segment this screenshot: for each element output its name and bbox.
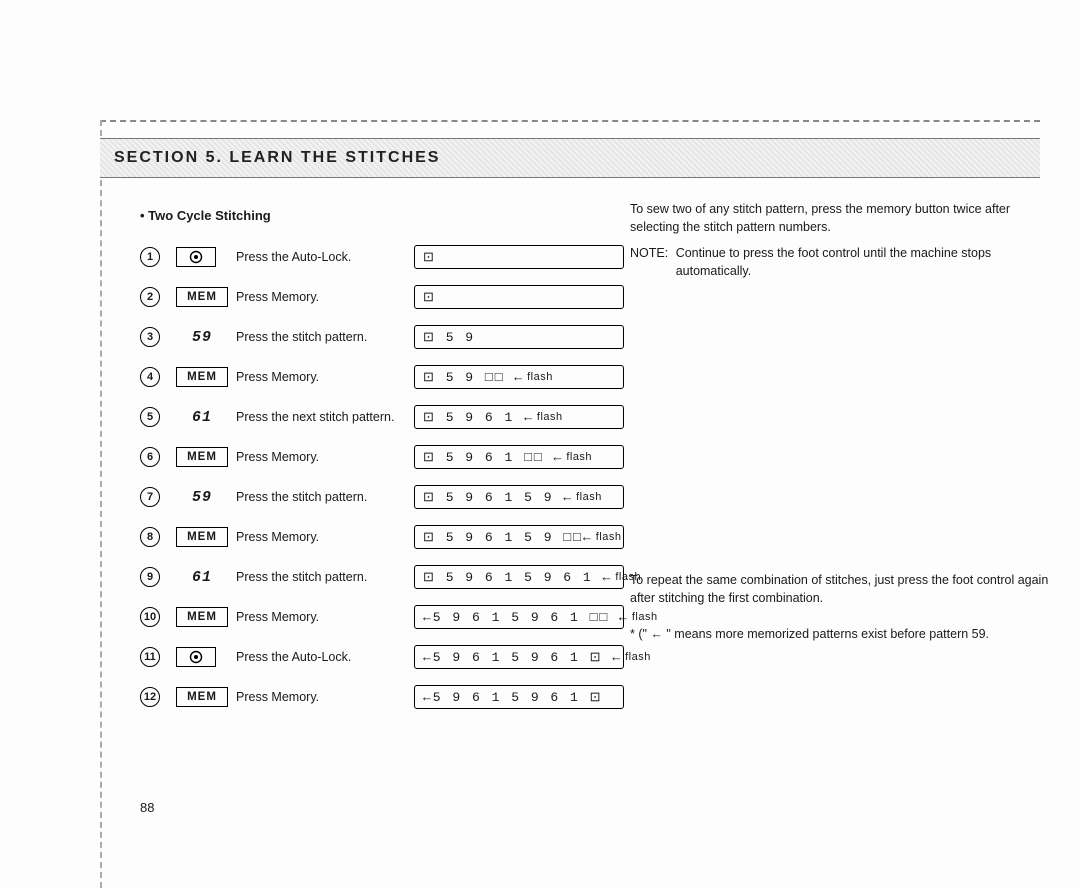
autolock-key bbox=[176, 647, 216, 667]
step-instruction: Press Memory. bbox=[236, 690, 406, 704]
lcd-display: ←5 9 6 1 5 9 6 1 ⊡ bbox=[414, 685, 624, 709]
step-number: 4 bbox=[140, 367, 160, 387]
lcd-display: ⊡ 5 9 6 1 5 9 ← flash bbox=[414, 485, 624, 509]
step-row: 10 MEM Press Memory. ←5 9 6 1 5 9 6 1 □□ ← … bbox=[140, 597, 640, 637]
step-number: 9 bbox=[140, 567, 160, 587]
step-row: 11 Press the Auto-Lock. ←5 9 6 1 5 9 6 1 ⊡… bbox=[140, 637, 640, 677]
lcd-display: ⊡ 5 9 6 1 5 9 □□← flash bbox=[414, 525, 624, 549]
step-instruction: Press the stitch pattern. bbox=[236, 330, 406, 344]
step-row: 8 MEM Press Memory. ⊡ 5 9 6 1 5 9 □□← flash bbox=[140, 517, 640, 557]
step-row: 1 Press the Auto-Lock. ⊡ bbox=[140, 237, 640, 277]
step-row: 2 MEM Press Memory. ⊡ bbox=[140, 277, 640, 317]
mem-key: MEM bbox=[176, 287, 228, 307]
pattern-number-key: 61 bbox=[176, 567, 228, 587]
mem-key: MEM bbox=[176, 527, 228, 547]
step-number: 11 bbox=[140, 647, 160, 667]
footnote: (" ← " means more memorized patterns exi… bbox=[630, 625, 1060, 643]
step-row: 7 59 Press the stitch pattern. ⊡ 5 9 6 1 5 … bbox=[140, 477, 640, 517]
lcd-display: ⊡ bbox=[414, 285, 624, 309]
note-label: NOTE: bbox=[630, 244, 668, 262]
flash-label: flash bbox=[596, 531, 622, 543]
step-row: 4 MEM Press Memory. ⊡ 5 9 □□ ← flash bbox=[140, 357, 640, 397]
section-title: SECTION 5. LEARN THE STITCHES bbox=[114, 149, 440, 167]
step-number: 6 bbox=[140, 447, 160, 467]
left-column: Two Cycle Stitching 1 Press the Auto-Lock… bbox=[140, 200, 640, 717]
lcd-display: ←5 9 6 1 5 9 6 1 □□ ← flash bbox=[414, 605, 624, 629]
repeat-text: To repeat the same combination of stitch… bbox=[630, 571, 1060, 607]
lcd-display: ⊡ bbox=[414, 245, 624, 269]
note-block: NOTE: Continue to press the foot control… bbox=[630, 244, 1060, 280]
autolock-key bbox=[176, 247, 216, 267]
pattern-number-key: 59 bbox=[176, 327, 228, 347]
lcd-display: ⊡ 5 9 6 1 5 9 6 1 ← flash bbox=[414, 565, 624, 589]
flash-label: flash bbox=[566, 451, 592, 463]
flash-label: flash bbox=[576, 491, 602, 503]
mem-key: MEM bbox=[176, 687, 228, 707]
step-number: 12 bbox=[140, 687, 160, 707]
subheading: Two Cycle Stitching bbox=[140, 208, 640, 223]
step-number: 2 bbox=[140, 287, 160, 307]
step-instruction: Press the stitch pattern. bbox=[236, 490, 406, 504]
step-instruction: Press the next stitch pattern. bbox=[236, 410, 406, 424]
step-number: 1 bbox=[140, 247, 160, 267]
mem-key: MEM bbox=[176, 367, 228, 387]
pattern-number-key: 59 bbox=[176, 487, 228, 507]
step-number: 8 bbox=[140, 527, 160, 547]
step-number: 10 bbox=[140, 607, 160, 627]
step-row: 6 MEM Press Memory. ⊡ 5 9 6 1 □□ ← flash bbox=[140, 437, 640, 477]
step-instruction: Press the Auto-Lock. bbox=[236, 650, 406, 664]
step-instruction: Press the stitch pattern. bbox=[236, 570, 406, 584]
flash-label: flash bbox=[537, 411, 563, 423]
step-number: 7 bbox=[140, 487, 160, 507]
step-row: 9 61 Press the stitch pattern. ⊡ 5 9 6 1 5 … bbox=[140, 557, 640, 597]
step-instruction: Press Memory. bbox=[236, 610, 406, 624]
steps-list: 1 Press the Auto-Lock. ⊡ 2 MEM Press Memory. ⊡… bbox=[140, 237, 640, 717]
intro-text: To sew two of any stitch pattern, press … bbox=[630, 200, 1060, 236]
step-number: 3 bbox=[140, 327, 160, 347]
lcd-display: ⊡ 5 9 bbox=[414, 325, 624, 349]
step-instruction: Press Memory. bbox=[236, 450, 406, 464]
right-column: To sew two of any stitch pattern, press … bbox=[630, 200, 1060, 643]
mem-key: MEM bbox=[176, 447, 228, 467]
step-instruction: Press Memory. bbox=[236, 530, 406, 544]
frame-top-rule bbox=[100, 120, 1040, 122]
frame-left-rule bbox=[100, 120, 102, 888]
flash-label: flash bbox=[527, 371, 553, 383]
page: SECTION 5. LEARN THE STITCHES Two Cycle … bbox=[0, 0, 1080, 848]
mem-key: MEM bbox=[176, 607, 228, 627]
lcd-display: ⊡ 5 9 □□ ← flash bbox=[414, 365, 624, 389]
step-row: 5 61 Press the next stitch pattern. ⊡ 5 9 6… bbox=[140, 397, 640, 437]
step-instruction: Press Memory. bbox=[236, 370, 406, 384]
page-number: 88 bbox=[140, 800, 154, 815]
step-row: 3 59 Press the stitch pattern. ⊡ 5 9 bbox=[140, 317, 640, 357]
pattern-number-key: 61 bbox=[176, 407, 228, 427]
note-body: Continue to press the foot control until… bbox=[676, 244, 1016, 280]
lcd-display: ⊡ 5 9 6 1 ← flash bbox=[414, 405, 624, 429]
lcd-display: ⊡ 5 9 6 1 □□ ← flash bbox=[414, 445, 624, 469]
step-instruction: Press the Auto-Lock. bbox=[236, 250, 406, 264]
flash-label: flash bbox=[625, 651, 651, 663]
step-instruction: Press Memory. bbox=[236, 290, 406, 304]
section-banner: SECTION 5. LEARN THE STITCHES bbox=[100, 138, 1040, 178]
step-row: 12 MEM Press Memory. ←5 9 6 1 5 9 6 1 ⊡ bbox=[140, 677, 640, 717]
lcd-display: ←5 9 6 1 5 9 6 1 ⊡ ← flash bbox=[414, 645, 624, 669]
step-number: 5 bbox=[140, 407, 160, 427]
